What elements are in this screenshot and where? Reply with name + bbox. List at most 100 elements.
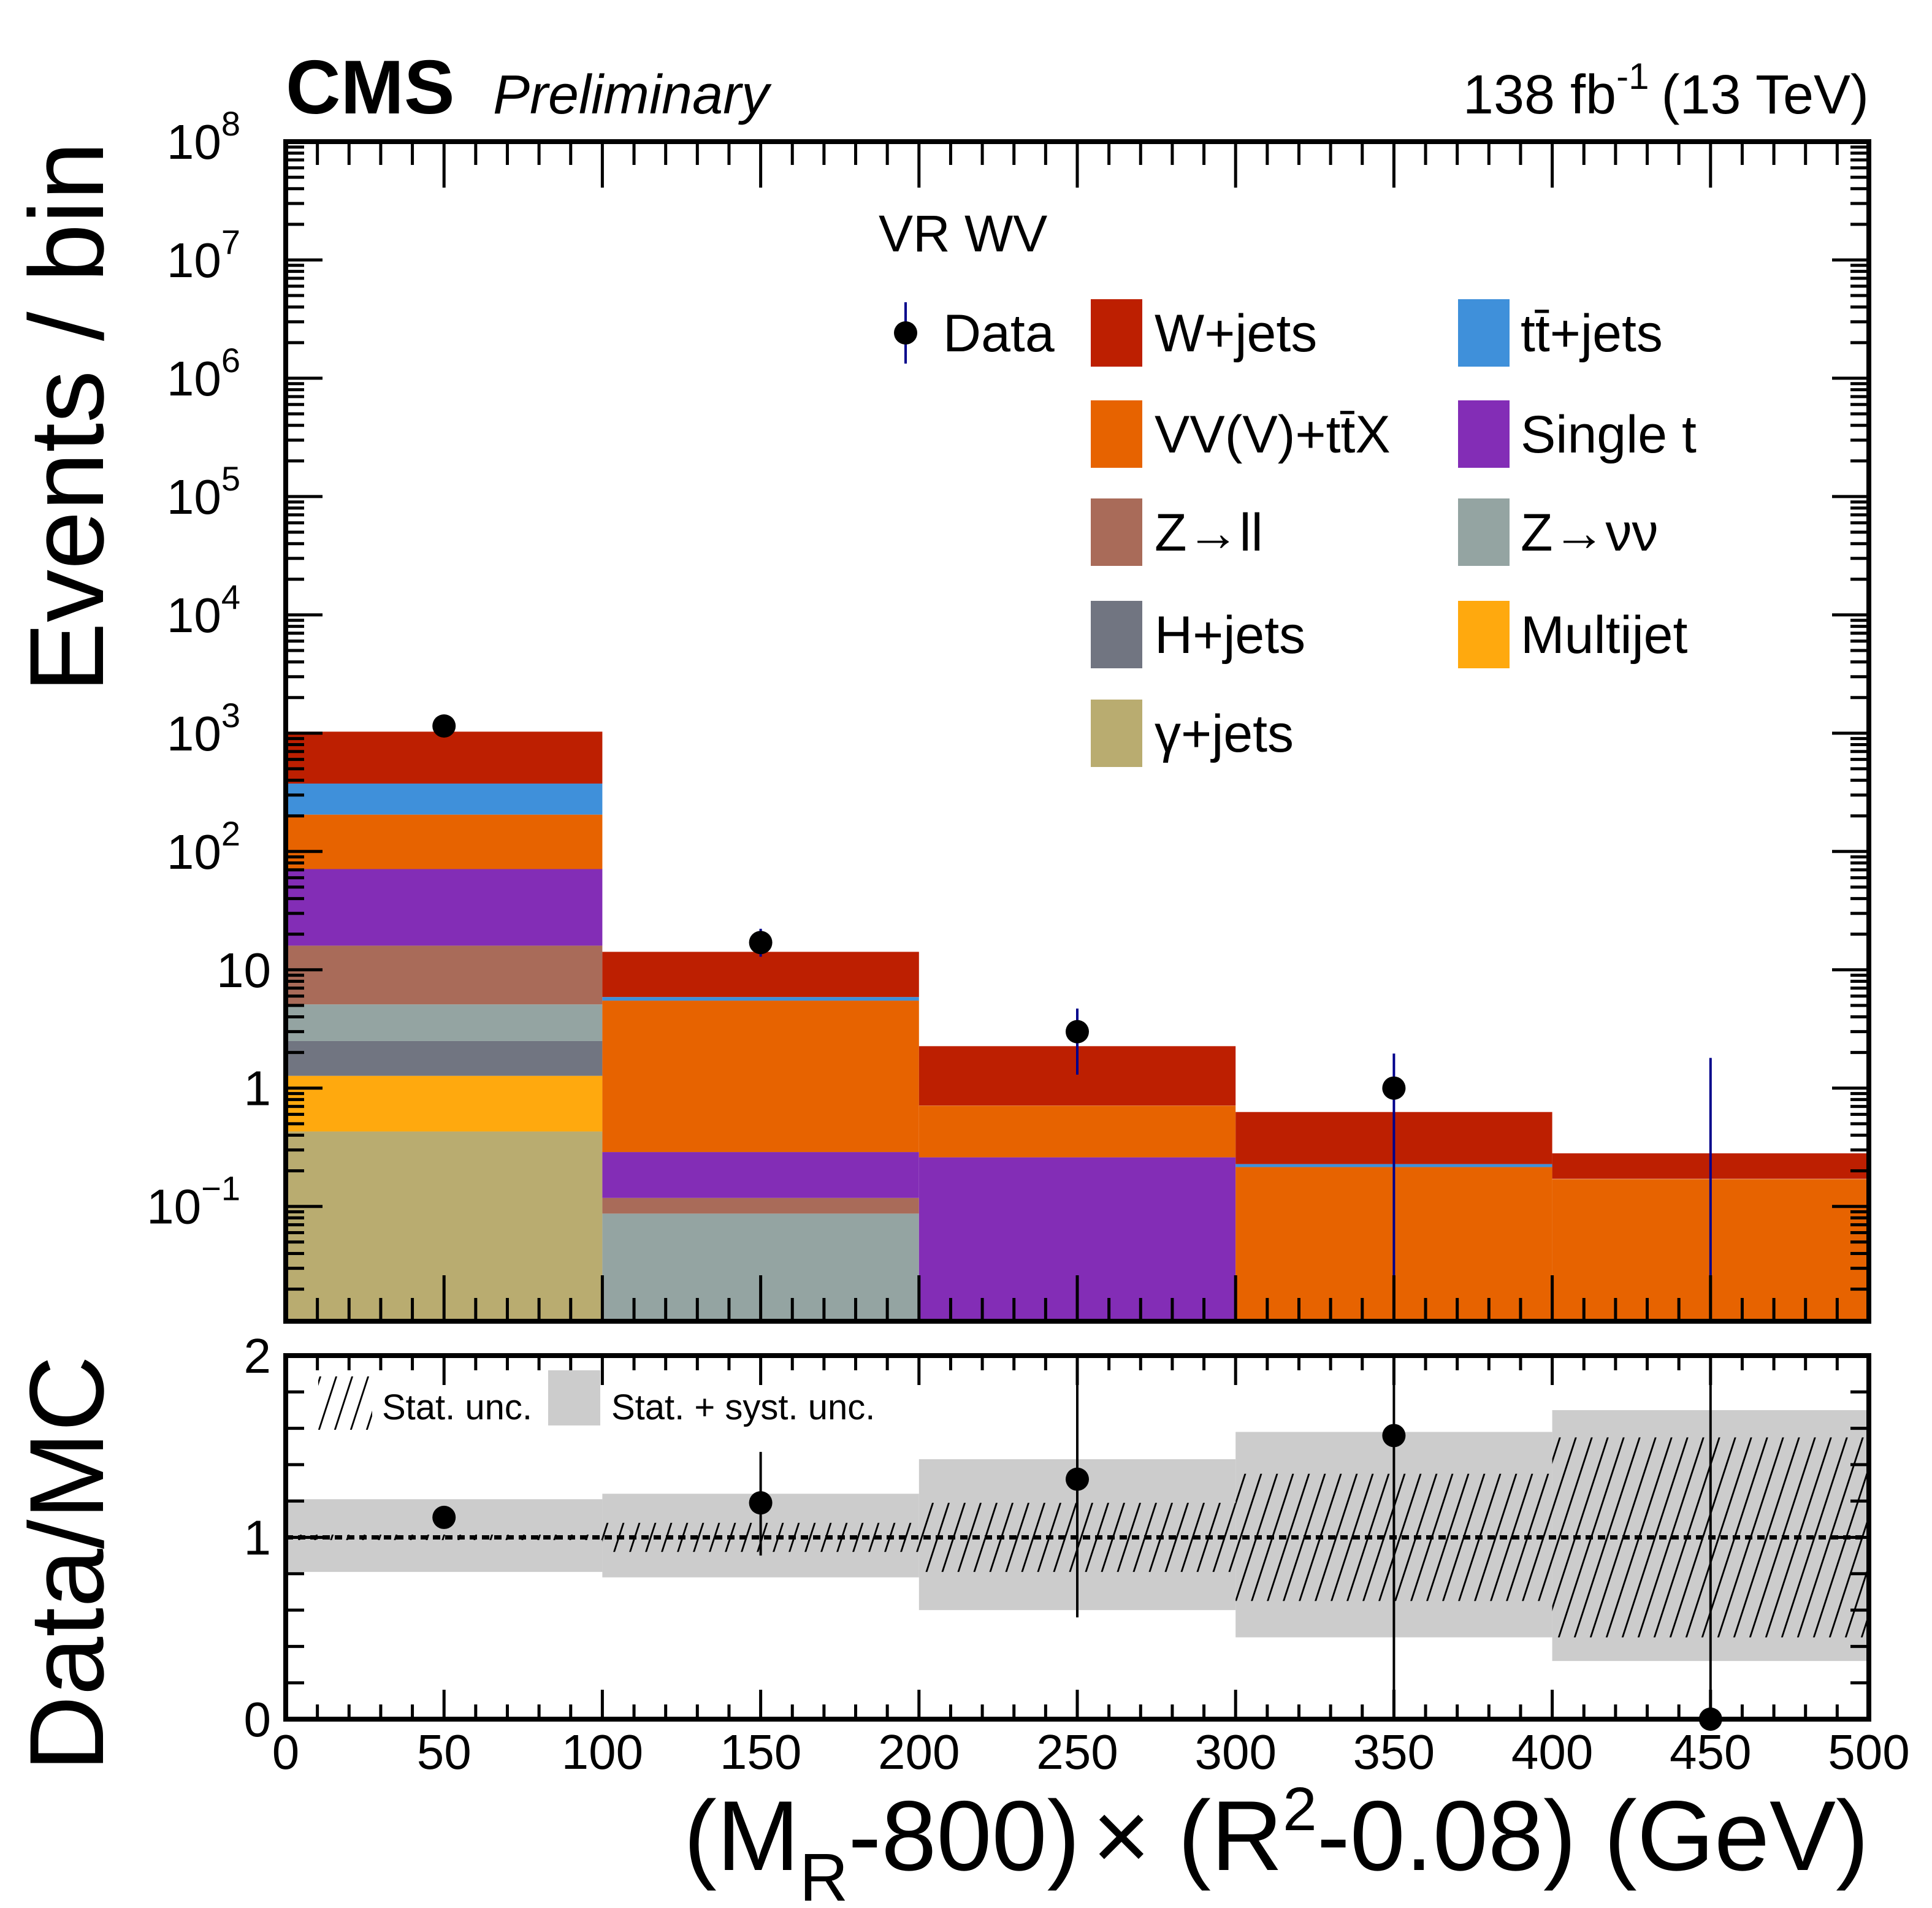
legend-swatch <box>1458 498 1510 566</box>
xlabel-sup: 2 <box>1283 1775 1317 1844</box>
ratio-frame <box>283 1353 1871 1722</box>
y-tick-label-base: 10 <box>167 588 221 643</box>
ratio-points <box>432 1356 1722 1731</box>
ratio-legend: Stat. unc. Stat. + syst. unc. <box>318 1370 875 1430</box>
stack-bar-8-bin-0 <box>286 731 603 784</box>
ratio-point <box>1066 1467 1089 1491</box>
stack-bar-8-bin-1 <box>602 952 919 998</box>
stack-bar-1-bin-0 <box>286 1075 603 1132</box>
xlabel: (MR-800) × (R2-0.08) (GeV) <box>684 1775 1869 1908</box>
ratio-point <box>432 1505 456 1529</box>
x-tick-label: 100 <box>562 1725 643 1779</box>
y-tick-label: 107 <box>167 223 240 288</box>
y-tick-label-base: 10 <box>167 825 221 879</box>
stat-unc-label: Stat. unc. <box>382 1387 532 1427</box>
stack-bar-7-bin-0 <box>286 784 603 815</box>
stacked-histogram <box>286 731 1869 1321</box>
legend-label: γ+jets <box>1155 704 1294 763</box>
x-tick-label: 50 <box>417 1725 472 1779</box>
y-tick-label-base: 10 <box>147 1180 201 1234</box>
y-tick-label: 1 <box>244 1061 272 1116</box>
main-axis-ticks <box>284 140 1871 1321</box>
legend-swatch <box>1091 601 1142 668</box>
y-tick-label: 108 <box>167 104 240 169</box>
legend-label-data: Data <box>943 304 1055 363</box>
main-frame <box>283 139 1871 1324</box>
stack-bar-6-bin-0 <box>286 814 603 869</box>
y-tick-label: 10 <box>216 943 271 998</box>
y-tick-label-base: 10 <box>167 351 221 406</box>
stack-bar-6-bin-2 <box>918 1105 1236 1158</box>
ratio-y-tick-label: 1 <box>244 1511 272 1565</box>
legend-swatch <box>1091 400 1142 468</box>
y-tick-label-base: 10 <box>216 943 271 998</box>
status-label: Preliminary <box>493 64 772 126</box>
legend-data-marker-icon <box>894 321 917 345</box>
stat-syst-unc-swatch <box>548 1370 600 1425</box>
y-tick-label: 10−1 <box>147 1169 240 1234</box>
stack-bar-6-bin-1 <box>602 1001 919 1153</box>
legend-label: VV(V)+tt̄X <box>1155 405 1391 464</box>
stack-bar-4-bin-0 <box>286 945 603 1005</box>
stat-unc-swatch <box>318 1376 372 1430</box>
stat-band <box>286 1535 603 1540</box>
xlabel-rest: -0.08) (GeV) <box>1317 1780 1869 1891</box>
y-tick-label-exp: 6 <box>221 341 240 380</box>
ratio-ylabel: Data/MC <box>8 1356 126 1772</box>
legend-swatch <box>1091 299 1142 367</box>
x-tick-label: 500 <box>1828 1725 1909 1779</box>
y-tick-label: 103 <box>167 696 240 761</box>
stack-bar-4-bin-1 <box>602 1197 919 1214</box>
x-tick-label: 200 <box>878 1725 960 1779</box>
legend-swatch <box>1458 299 1510 367</box>
main-ylabel: Events / bin <box>8 142 126 693</box>
legend-label: tt̄+jets <box>1521 304 1663 363</box>
y-tick-label-base: 10 <box>167 233 221 288</box>
xlabel-r: (R <box>1150 1780 1283 1891</box>
stack-bar-7-bin-1 <box>602 997 919 1001</box>
y-tick-label-base: 10 <box>167 470 221 524</box>
lumi-energy: (13 TeV) <box>1661 64 1869 126</box>
y-tick-label-exp: 7 <box>221 223 240 261</box>
ratio-y-tick-label: 2 <box>244 1329 272 1383</box>
legend-label: Multijet <box>1521 606 1688 665</box>
y-tick-label-exp: 8 <box>221 104 240 143</box>
y-tick-label-exp: −1 <box>201 1169 240 1208</box>
xlabel-sub: R <box>800 1840 848 1908</box>
y-tick-label: 105 <box>167 459 240 524</box>
data-point <box>1066 1020 1089 1044</box>
x-tick-label: 300 <box>1194 1725 1276 1779</box>
legend: Data W+jets VV(V)+tt̄X Z→ll H+jets γ+jets tt̄+… <box>894 299 1697 767</box>
x-tick-label: 450 <box>1670 1725 1751 1779</box>
legend-swatch <box>1458 601 1510 668</box>
xlabel-open: (M <box>684 1780 800 1891</box>
xlabel-times: × <box>1093 1780 1151 1891</box>
legend-label: Z→ll <box>1155 503 1263 562</box>
lumi-value: 138 fb <box>1463 64 1616 126</box>
legend-swatch <box>1091 700 1142 767</box>
ratio-y-tick-label: 0 <box>244 1692 272 1747</box>
x-tick-labels: 0 50 100 150 200 250 300 350 400 450 500 <box>272 1725 1910 1779</box>
legend-swatch <box>1458 400 1510 468</box>
legend-label: H+jets <box>1155 606 1305 665</box>
legend-swatch <box>1091 498 1142 566</box>
x-tick-label: 150 <box>720 1725 801 1779</box>
y-tick-label: 106 <box>167 341 240 406</box>
lumi-exp: -1 <box>1616 56 1649 97</box>
x-tick-label: 350 <box>1353 1725 1435 1779</box>
y-tick-label-base: 1 <box>244 1061 272 1116</box>
y-tick-label-base: 10 <box>167 706 221 761</box>
data-point <box>432 714 456 738</box>
stat-syst-unc-label: Stat. + syst. unc. <box>611 1387 875 1427</box>
x-tick-label: 400 <box>1511 1725 1593 1779</box>
stack-bar-2-bin-0 <box>286 1040 603 1076</box>
legend-label: Z→νν <box>1521 503 1659 562</box>
lumi-label: 138 fb-1 (13 TeV) <box>1463 56 1869 126</box>
y-tick-label-exp: 3 <box>221 696 240 735</box>
ratio-point <box>1382 1424 1406 1448</box>
y-tick-label-base: 10 <box>167 115 221 169</box>
y-tick-label-exp: 4 <box>221 578 240 616</box>
ratio-point <box>749 1491 773 1515</box>
x-tick-label: 250 <box>1036 1725 1118 1779</box>
experiment-label: CMS <box>286 45 455 130</box>
